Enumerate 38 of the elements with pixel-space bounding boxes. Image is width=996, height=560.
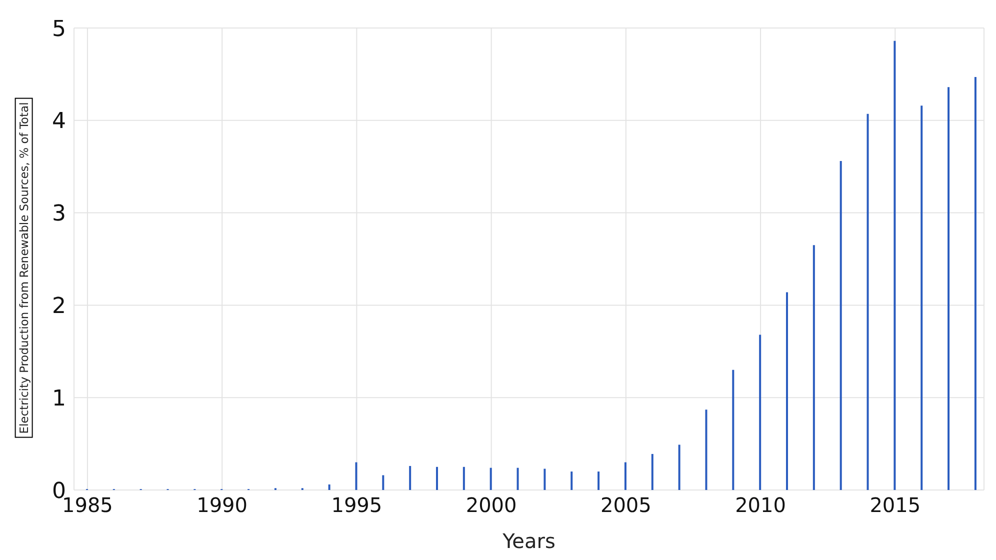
- bar: [678, 444, 680, 490]
- bar: [651, 454, 654, 490]
- bar: [570, 472, 573, 490]
- x-tick-label: 2005: [600, 493, 652, 518]
- y-tick-label: 1: [52, 386, 66, 412]
- bar: [759, 334, 762, 490]
- bar: [624, 462, 626, 490]
- bar: [894, 40, 896, 490]
- bar: [974, 76, 976, 490]
- bar: [409, 466, 412, 490]
- bar: [382, 475, 384, 490]
- bar: [355, 462, 358, 490]
- bar: [516, 468, 519, 490]
- bar: [544, 468, 546, 490]
- x-tick-label: 1990: [196, 493, 248, 518]
- y-axis-title: Electricity Production from Renewable Sources, % of Total: [15, 98, 34, 438]
- bar: [866, 114, 869, 490]
- x-tick-label: 1995: [331, 493, 382, 518]
- bar: [840, 161, 842, 490]
- x-tick-label: 2015: [870, 493, 921, 518]
- bar: [598, 472, 600, 490]
- bar: [812, 245, 815, 490]
- bar: [948, 87, 950, 490]
- bar: [328, 484, 330, 490]
- bar: [705, 410, 708, 490]
- x-tick-label: 2010: [735, 493, 786, 518]
- bar: [436, 466, 438, 490]
- bar: [920, 106, 923, 490]
- y-tick-label: 5: [52, 16, 66, 42]
- x-tick-label: 2000: [466, 493, 517, 518]
- bar: [462, 466, 465, 490]
- y-tick-label: 4: [52, 109, 66, 134]
- bar: [490, 468, 492, 490]
- y-tick-label: 3: [52, 202, 66, 227]
- y-tick-label: 2: [52, 294, 66, 320]
- bar: [786, 292, 788, 490]
- bar: [732, 370, 734, 490]
- x-axis-title: Years: [502, 529, 556, 553]
